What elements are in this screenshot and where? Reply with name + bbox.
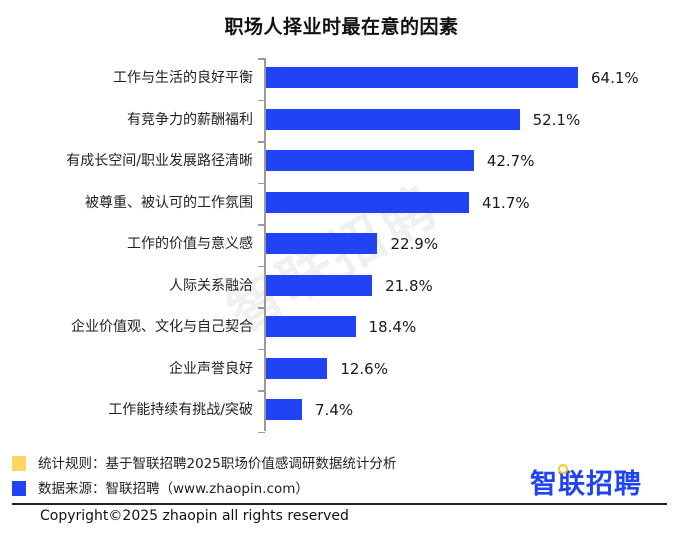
bar-row: 企业声誉良好 12.6% xyxy=(0,357,683,380)
bar xyxy=(266,150,474,171)
yellow-swatch-icon xyxy=(12,456,26,471)
axis-tick xyxy=(258,431,265,433)
axis-tick xyxy=(258,265,265,267)
bar-row: 企业价值观、文化与自己契合 18.4% xyxy=(0,316,683,338)
bar-row: 工作的价值与意义感 22.9% xyxy=(0,233,683,255)
note-source: 数据来源：智联招聘（www.zhaopin.com） xyxy=(12,477,309,497)
bar xyxy=(266,108,520,130)
axis-tick xyxy=(258,99,265,101)
bar-row: 有成长空间/职业发展路径清晰 42.7% xyxy=(0,150,683,172)
copyright-text: Copyright©2025 zhaopin all rights reserv… xyxy=(40,508,349,524)
footer-divider xyxy=(12,503,667,505)
category-label: 企业声誉良好 xyxy=(169,360,253,377)
bar xyxy=(266,233,378,254)
bar-row: 人际关系融洽 21.8% xyxy=(0,274,683,297)
blue-swatch-icon xyxy=(12,481,26,496)
logo-dot-icon xyxy=(558,464,568,474)
value-label: 18.4% xyxy=(368,318,417,336)
axis-tick xyxy=(258,348,265,350)
category-label: 企业价值观、文化与自己契合 xyxy=(71,319,253,335)
category-label: 被尊重、被认可的工作氛围 xyxy=(85,194,253,211)
note-rule: 统计规则：基于智联招聘2025职场价值感调研数据统计分析 xyxy=(12,452,396,472)
category-label: 工作与生活的良好平衡 xyxy=(113,70,253,86)
bar-row: 被尊重、被认可的工作氛围 41.7% xyxy=(0,191,683,214)
value-label: 64.1% xyxy=(591,69,639,87)
axis-tick xyxy=(258,307,265,309)
bar-row: 有竞争力的薪酬福利 52.1% xyxy=(0,108,683,131)
axis-tick xyxy=(258,58,265,60)
category-label: 工作的价值与意义感 xyxy=(127,236,253,252)
bar xyxy=(266,67,578,88)
category-label: 有竞争力的薪酬福利 xyxy=(127,111,253,128)
bar xyxy=(266,274,373,296)
value-label: 12.6% xyxy=(340,359,388,378)
value-label: 41.7% xyxy=(481,193,530,212)
bar xyxy=(266,399,303,420)
axis-tick xyxy=(258,141,265,143)
value-label: 21.8% xyxy=(385,276,433,295)
value-label: 52.1% xyxy=(532,110,581,129)
bar xyxy=(266,316,356,337)
value-label: 22.9% xyxy=(390,235,439,253)
axis-tick xyxy=(258,182,265,184)
y-axis xyxy=(264,58,266,431)
bar-row: 工作与生活的良好平衡 64.1% xyxy=(0,67,683,89)
value-label: 7.4% xyxy=(315,401,354,419)
category-label: 有成长空间/职业发展路径清晰 xyxy=(66,153,253,169)
category-label: 工作能持续有挑战/突破 xyxy=(108,402,253,418)
bar-row: 工作能持续有挑战/突破 7.4% xyxy=(0,399,683,421)
bar xyxy=(266,191,469,213)
note-rule-text: 统计规则：基于智联招聘2025职场价值感调研数据统计分析 xyxy=(38,456,397,472)
value-label: 42.7% xyxy=(486,152,535,170)
axis-tick xyxy=(258,390,265,392)
brand-logo: 智联招聘 xyxy=(530,469,642,500)
category-label: 人际关系融洽 xyxy=(169,277,253,294)
bar xyxy=(266,357,328,379)
axis-tick xyxy=(258,224,265,226)
chart-title: 职场人择业时最在意的因素 xyxy=(224,16,459,38)
note-source-text: 数据来源：智联招聘（www.zhaopin.com） xyxy=(38,481,309,497)
